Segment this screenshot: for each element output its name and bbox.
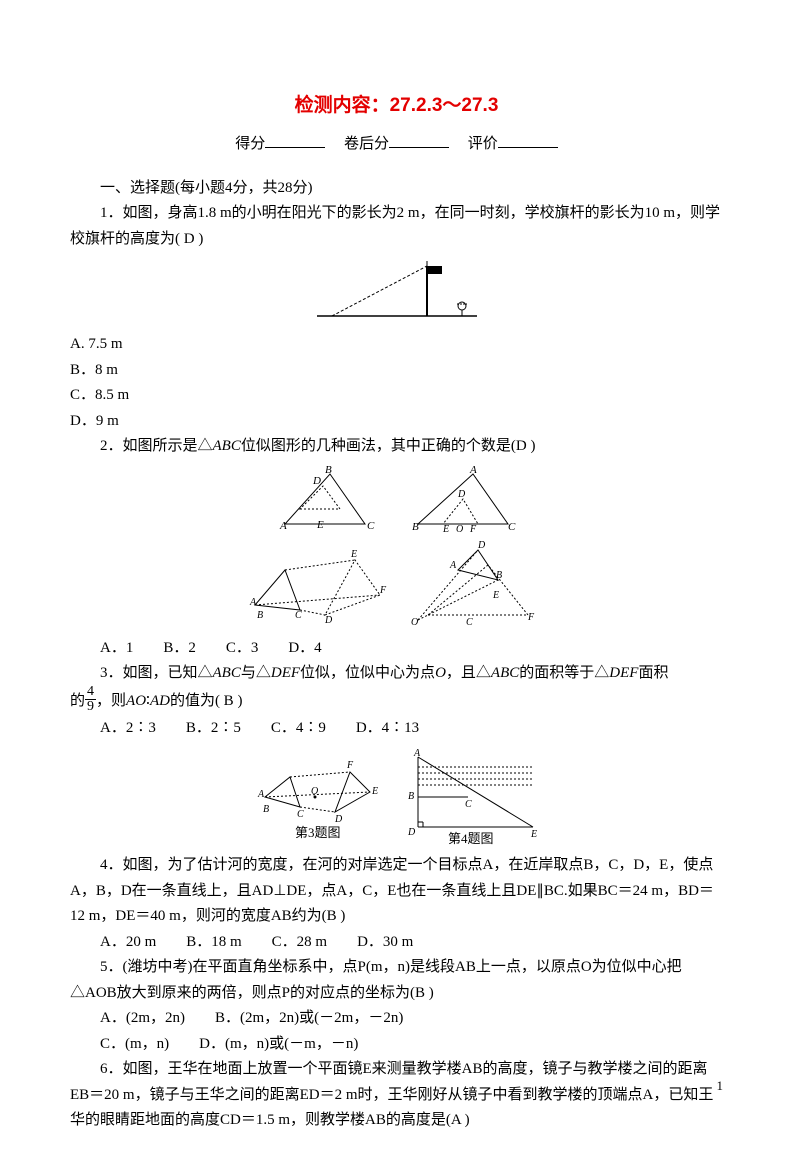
score-line: 得分 卷后分 评价 bbox=[70, 132, 723, 158]
q1-opt-a: A. 7.5 m bbox=[70, 332, 723, 358]
q2-text: 2．如图所示是△ABC位似图形的几种画法，其中正确的个数是(D ) bbox=[70, 434, 723, 460]
svg-text:第3题图: 第3题图 bbox=[295, 825, 341, 840]
svg-text:D: D bbox=[334, 814, 343, 825]
svg-text:E: E bbox=[492, 590, 499, 601]
svg-text:D: D bbox=[407, 827, 416, 838]
svg-text:E: E bbox=[371, 786, 378, 797]
svg-text:B: B bbox=[408, 791, 414, 802]
svg-text:B: B bbox=[412, 521, 419, 533]
svg-text:D: D bbox=[312, 475, 321, 487]
q1-opt-d: D．9 m bbox=[70, 409, 723, 435]
q3-opts: A．2∶3 B．2∶5 C．4∶9 D．4∶13 bbox=[70, 716, 723, 742]
q2-figure-row1: A B C D E A B E O F D C bbox=[70, 464, 723, 534]
q5-opts-line2: C．(m，n) D．(m，n)或(－m，－n) bbox=[70, 1032, 723, 1058]
score-blank bbox=[265, 132, 325, 148]
score-label: 得分 bbox=[235, 136, 265, 152]
q1-opt-c: C．8.5 m bbox=[70, 383, 723, 409]
postscore-blank bbox=[389, 132, 449, 148]
svg-text:B: B bbox=[496, 570, 502, 581]
svg-text:A: A bbox=[413, 748, 421, 759]
q1-figure bbox=[70, 256, 723, 326]
q6-text: 6．如图，王华在地面上放置一个平面镜E来测量教学楼AB的高度，镜子与教学楼之间的… bbox=[70, 1057, 723, 1134]
svg-text:B: B bbox=[257, 610, 263, 621]
svg-text:D: D bbox=[457, 489, 466, 500]
grade-label: 评价 bbox=[468, 136, 498, 152]
q3-q4-figures: A B C O F E D 第3题图 A B C D E 第4题图 bbox=[70, 747, 723, 847]
svg-text:E: E bbox=[350, 549, 357, 560]
svg-text:A: A bbox=[469, 464, 477, 476]
section-heading: 一、选择题(每小题4分，共28分) bbox=[70, 176, 723, 202]
grade-blank bbox=[498, 132, 558, 148]
q4-opts: A．20 m B．18 m C．28 m D．30 m bbox=[70, 930, 723, 956]
svg-text:O: O bbox=[311, 786, 318, 797]
svg-text:E: E bbox=[316, 519, 324, 531]
q3-text-line2: 的49，则AO∶AD的值为( B ) bbox=[70, 687, 723, 716]
q5-text: 5．(潍坊中考)在平面直角坐标系中，点P(m，n)是线段AB上一点，以原点O为位… bbox=[70, 955, 723, 1006]
svg-text:O: O bbox=[456, 524, 463, 534]
q2-opts: A．1 B．2 C．3 D．4 bbox=[70, 636, 723, 662]
q3-text-line1: 3．如图，已知△ABC与△DEF位似，位似中心为点O，且△ABC的面积等于△DE… bbox=[70, 661, 723, 687]
svg-text:C: C bbox=[295, 610, 302, 621]
svg-text:C: C bbox=[465, 799, 472, 810]
q5-opts-line1: A．(2m，2n) B．(2m，2n)或(－2m，－2n) bbox=[70, 1006, 723, 1032]
svg-text:F: F bbox=[527, 612, 535, 623]
svg-text:A: A bbox=[449, 560, 457, 571]
q1-text: 1．如图，身高1.8 m的小明在阳光下的影长为2 m，在同一时刻，学校旗杆的影长… bbox=[70, 201, 723, 252]
svg-text:第4题图: 第4题图 bbox=[448, 831, 494, 846]
page-title: 检测内容：27.2.3～27.3 bbox=[70, 90, 723, 122]
svg-text:D: D bbox=[477, 540, 486, 551]
q4-text: 4．如图，为了估计河的宽度，在河的对岸选定一个目标点A，在近岸取点B，C，D，E… bbox=[70, 853, 723, 930]
q2-figure-row2: A B C D E F O A B D E C F bbox=[70, 540, 723, 630]
svg-text:C: C bbox=[297, 809, 304, 820]
svg-text:C: C bbox=[367, 520, 375, 532]
svg-text:B: B bbox=[325, 464, 332, 476]
postscore-label: 卷后分 bbox=[344, 136, 389, 152]
svg-text:B: B bbox=[263, 804, 269, 815]
page-number: 1 bbox=[717, 1078, 724, 1094]
svg-text:A: A bbox=[257, 789, 265, 800]
svg-text:E: E bbox=[530, 829, 537, 840]
svg-text:C: C bbox=[466, 617, 473, 628]
svg-text:F: F bbox=[379, 585, 387, 596]
q1-opt-b: B．8 m bbox=[70, 358, 723, 384]
svg-text:F: F bbox=[346, 760, 354, 771]
svg-text:E: E bbox=[442, 524, 449, 534]
svg-text:C: C bbox=[508, 521, 516, 533]
svg-text:A: A bbox=[249, 597, 257, 608]
svg-text:A: A bbox=[279, 520, 287, 532]
svg-text:F: F bbox=[469, 524, 477, 534]
svg-text:D: D bbox=[324, 615, 333, 625]
svg-text:O: O bbox=[411, 617, 418, 628]
